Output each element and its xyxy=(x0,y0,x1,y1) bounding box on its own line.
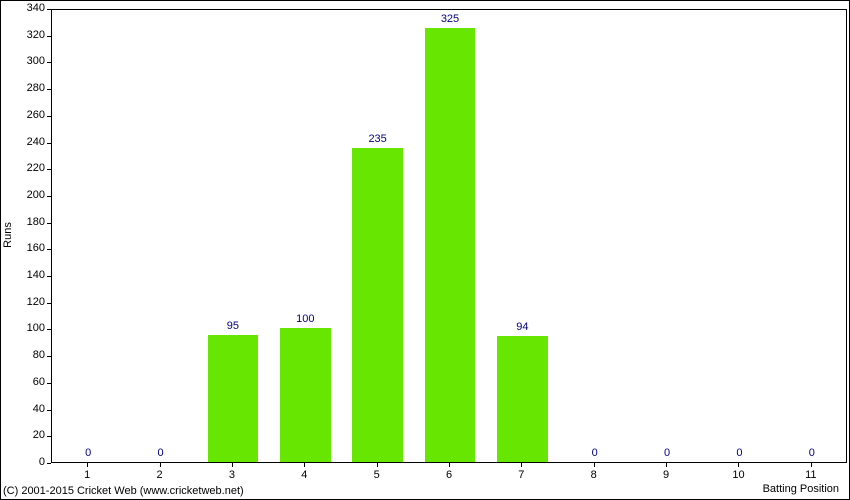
y-tick-label: 140 xyxy=(15,269,45,281)
bar-value-label: 94 xyxy=(502,321,542,333)
x-tick xyxy=(160,463,161,467)
bar xyxy=(280,328,331,462)
x-tick xyxy=(232,463,233,467)
x-tick xyxy=(449,463,450,467)
y-tick xyxy=(47,169,51,170)
y-tick xyxy=(47,36,51,37)
x-tick xyxy=(304,463,305,467)
plot-area: 0 0 95 100 235 325 94 0 0 0 0 xyxy=(51,9,847,463)
x-tick-label: 5 xyxy=(362,469,392,481)
bar xyxy=(352,148,403,462)
y-tick xyxy=(47,276,51,277)
x-tick-label: 8 xyxy=(579,469,609,481)
y-tick-label: 0 xyxy=(15,456,45,468)
x-tick-label: 2 xyxy=(145,469,175,481)
bar-value-label: 0 xyxy=(141,447,181,459)
bar xyxy=(425,28,476,462)
y-tick xyxy=(47,463,51,464)
y-tick-label: 300 xyxy=(15,55,45,67)
y-tick xyxy=(47,329,51,330)
x-tick xyxy=(738,463,739,467)
x-tick xyxy=(594,463,595,467)
y-tick xyxy=(47,143,51,144)
bar xyxy=(497,336,548,462)
bar-value-label: 95 xyxy=(213,320,253,332)
y-tick-label: 260 xyxy=(15,109,45,121)
y-tick xyxy=(47,356,51,357)
y-tick-label: 120 xyxy=(15,296,45,308)
bar xyxy=(208,335,259,462)
x-tick-label: 11 xyxy=(796,469,826,481)
copyright-text: (C) 2001-2015 Cricket Web (www.cricketwe… xyxy=(3,485,244,497)
bar-value-label: 0 xyxy=(792,447,832,459)
y-tick-label: 160 xyxy=(15,242,45,254)
y-tick xyxy=(47,9,51,10)
y-tick xyxy=(47,89,51,90)
x-tick-label: 6 xyxy=(434,469,464,481)
bar-value-label: 0 xyxy=(575,447,615,459)
x-tick-label: 1 xyxy=(72,469,102,481)
x-axis-label: Batting Position xyxy=(763,483,839,495)
x-tick-label: 10 xyxy=(723,469,753,481)
y-tick xyxy=(47,383,51,384)
y-tick xyxy=(47,410,51,411)
y-tick-label: 200 xyxy=(15,189,45,201)
x-tick xyxy=(811,463,812,467)
y-axis-label: Runs xyxy=(2,222,14,248)
y-tick-label: 180 xyxy=(15,216,45,228)
y-tick xyxy=(47,116,51,117)
bar-value-label: 0 xyxy=(68,447,108,459)
y-tick-label: 80 xyxy=(15,349,45,361)
y-tick-label: 240 xyxy=(15,136,45,148)
x-tick xyxy=(87,463,88,467)
y-tick xyxy=(47,249,51,250)
bar-value-label: 0 xyxy=(647,447,687,459)
y-tick xyxy=(47,303,51,304)
y-tick xyxy=(47,62,51,63)
y-tick xyxy=(47,223,51,224)
y-tick xyxy=(47,436,51,437)
y-tick xyxy=(47,196,51,197)
bar-value-label: 235 xyxy=(358,133,398,145)
y-tick-label: 220 xyxy=(15,162,45,174)
x-tick-label: 3 xyxy=(217,469,247,481)
x-tick xyxy=(521,463,522,467)
x-tick-label: 9 xyxy=(651,469,681,481)
y-tick-label: 320 xyxy=(15,29,45,41)
x-tick xyxy=(377,463,378,467)
y-tick-label: 100 xyxy=(15,322,45,334)
x-tick-label: 7 xyxy=(506,469,536,481)
bar-value-label: 0 xyxy=(719,447,759,459)
bar-chart: 0095100235325940000020406080100120140160… xyxy=(0,0,850,500)
x-tick xyxy=(666,463,667,467)
y-tick-label: 280 xyxy=(15,82,45,94)
x-tick-label: 4 xyxy=(289,469,319,481)
y-tick-label: 60 xyxy=(15,376,45,388)
y-tick-label: 40 xyxy=(15,403,45,415)
y-tick-label: 20 xyxy=(15,429,45,441)
bar-value-label: 100 xyxy=(285,313,325,325)
y-tick-label: 340 xyxy=(15,2,45,14)
bar-value-label: 325 xyxy=(430,13,470,25)
